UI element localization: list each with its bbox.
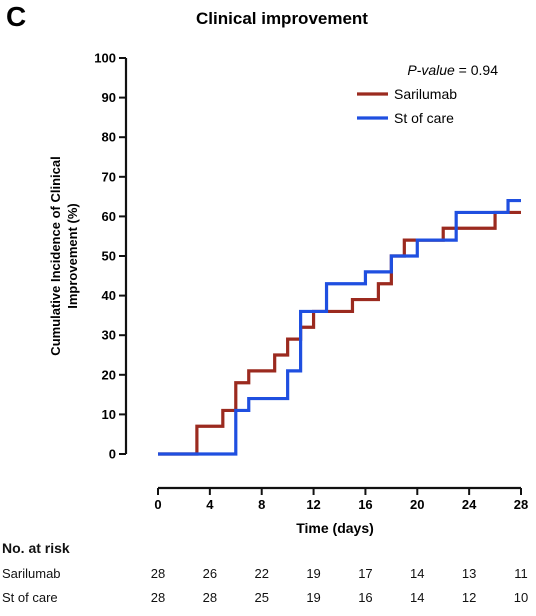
- risk-value: 28: [202, 590, 218, 605]
- x-axis: 0 4 8 12 16 20 24 28: [154, 486, 528, 512]
- risk-row-label: St of care: [2, 590, 58, 605]
- y-tick-label: 70: [102, 169, 116, 184]
- risk-row: Sarilumab 28 26 22 19 17 14 13 11: [0, 566, 536, 586]
- y-axis-label: Cumulative Incidence of Clinical Improvem…: [48, 156, 80, 355]
- risk-value: 14: [410, 590, 425, 605]
- x-tick-label: 4: [206, 497, 214, 512]
- risk-value: 19: [306, 590, 321, 605]
- x-axis-label: Time (days): [296, 520, 374, 536]
- risk-table-title: No. at risk: [2, 540, 70, 556]
- y-axis: 0 10 20 30 40 50 60 70 80 90 100: [94, 51, 128, 462]
- x-tick-label: 16: [358, 497, 372, 512]
- y-label-line-2: Improvement (%): [65, 203, 80, 308]
- y-tick-label: 10: [102, 407, 116, 422]
- x-tick-label: 24: [462, 497, 477, 512]
- risk-value: 12: [461, 590, 477, 605]
- y-tick-label: 0: [109, 447, 116, 462]
- survival-curves: [158, 198, 521, 456]
- legend-label: St of care: [394, 110, 454, 126]
- panel-letter: C: [6, 1, 26, 32]
- y-tick-label: 50: [102, 249, 116, 264]
- kaplan-meier-figure: C Clinical improvement 01020304050607080…: [6, 1, 528, 536]
- p-value-annotation: P-value = 0.94: [407, 62, 498, 78]
- x-tick-label: 0: [154, 497, 161, 512]
- y-tick-label: 40: [102, 288, 116, 303]
- y-label-line-1: Cumulative Incidence of Clinical: [48, 156, 63, 355]
- risk-value: 10: [513, 590, 529, 605]
- chart-title: Clinical improvement: [196, 9, 368, 28]
- risk-value: 13: [461, 566, 477, 581]
- series-line-st-of-care: [158, 198, 521, 456]
- risk-row-label: Sarilumab: [2, 566, 61, 581]
- legend: Sarilumab St of care: [357, 86, 457, 126]
- risk-value: 16: [358, 590, 373, 605]
- x-tick-label: 12: [306, 497, 320, 512]
- risk-value: 17: [358, 566, 373, 581]
- y-tick-label: 20: [102, 367, 116, 382]
- risk-value: 14: [410, 566, 425, 581]
- y-tick-label: 100: [94, 51, 116, 66]
- risk-value: 26: [202, 566, 218, 581]
- risk-value: 11: [514, 566, 528, 581]
- risk-value: 25: [254, 590, 269, 605]
- y-tick-label: 90: [102, 90, 116, 105]
- legend-label: Sarilumab: [394, 86, 457, 102]
- x-tick-label: 20: [410, 497, 424, 512]
- x-tick-label: 8: [258, 497, 265, 512]
- x-tick-label: 28: [514, 497, 528, 512]
- risk-value: 28: [150, 566, 166, 581]
- p-value-rest: = 0.94: [455, 62, 498, 78]
- y-tick-label: 60: [102, 209, 116, 224]
- y-tick-label: 30: [102, 328, 116, 343]
- series-line-sarilumab: [158, 210, 521, 456]
- risk-value: 19: [306, 566, 321, 581]
- risk-value: 28: [150, 590, 166, 605]
- risk-row: St of care 28 28 25 19 16 14 12 10: [0, 590, 536, 610]
- y-tick-label: 80: [102, 130, 116, 145]
- risk-value: 22: [254, 566, 269, 581]
- p-value-italic: P-value: [407, 62, 455, 78]
